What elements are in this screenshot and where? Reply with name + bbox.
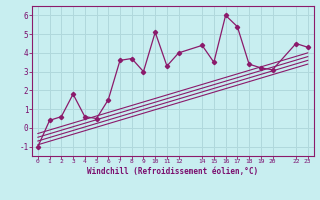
X-axis label: Windchill (Refroidissement éolien,°C): Windchill (Refroidissement éolien,°C) — [87, 167, 258, 176]
